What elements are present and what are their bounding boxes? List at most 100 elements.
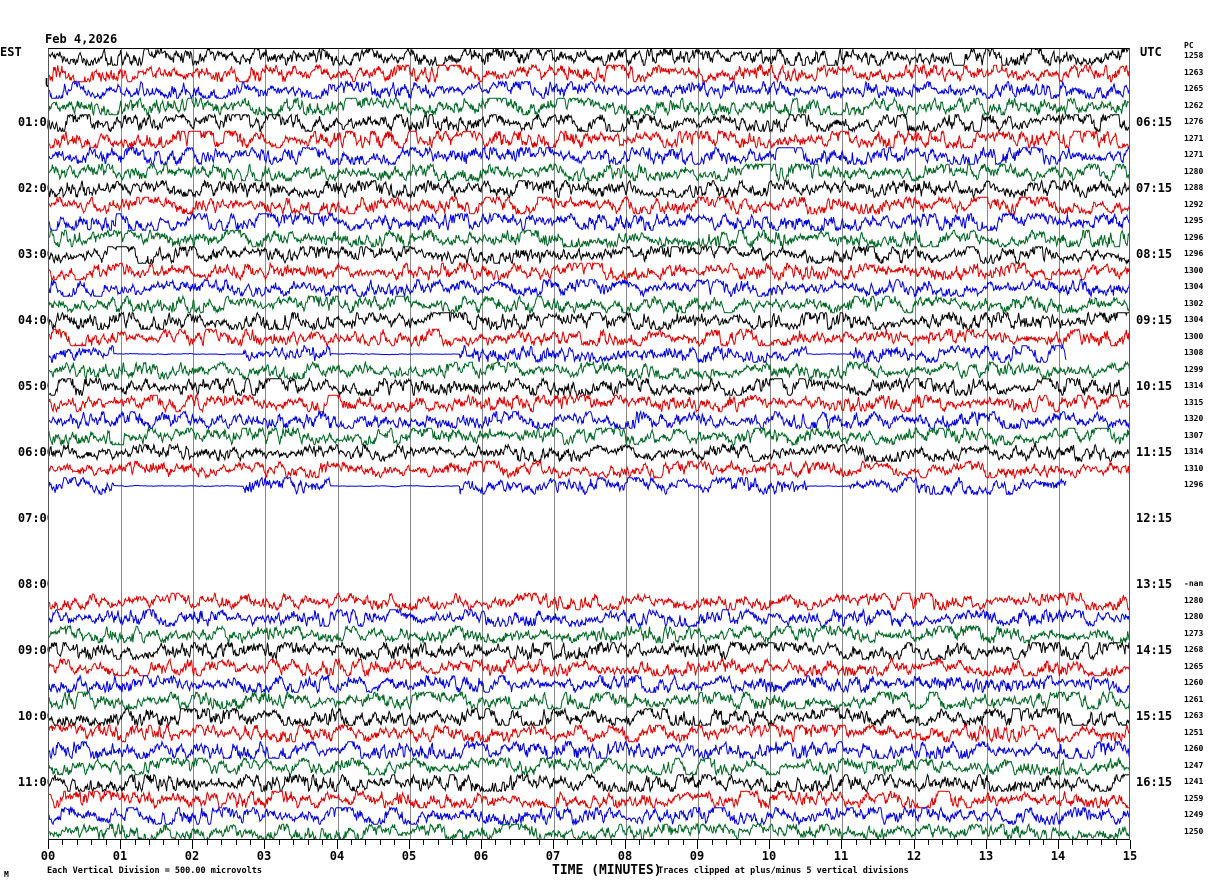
seismic-trace [49,178,1129,200]
timezone-label-utc: UTC [1140,45,1162,59]
pc-value: 1296 [1184,232,1204,242]
x-axis-label: 02 [184,849,200,863]
pc-value: 1263 [1184,711,1204,720]
x-tick-minor [928,840,929,845]
pc-value: 1314 [1184,447,1204,456]
seismic-trace [49,426,1129,447]
utc-time-12-15: 12:15 [1136,511,1173,525]
pc-value: 1315 [1184,397,1204,407]
pc-value: 1260 [1184,744,1204,753]
x-tick-major [769,840,770,849]
pc-value: 1296 [1184,249,1204,258]
timezone-label-est: EST [0,45,22,59]
header-date: Feb 4,2026 [45,32,118,46]
x-tick-minor [1029,840,1030,845]
micro-symbol: M [4,870,9,879]
pc-value: 1280 [1184,612,1204,621]
seismic-trace [49,195,1129,216]
x-tick-minor [942,840,943,845]
seismic-trace [49,129,1129,150]
seismic-trace [49,63,1129,84]
est-time-06-00: 06:00 [17,445,54,459]
utc-time-07-15: 07:15 [1136,181,1173,195]
pc-value: 1241 [1184,777,1204,786]
pc-value: 1308 [1184,348,1204,357]
utc-time-14-15: 14:15 [1136,643,1173,657]
seismic-trace [49,327,1129,348]
pc-value: 1271 [1184,133,1204,143]
x-axis-ticks [48,840,1131,850]
seismic-trace [49,145,1129,167]
seismic-trace [49,739,1129,761]
x-axis-label: 04 [329,849,345,863]
utc-time-15-15: 15:15 [1136,709,1173,723]
seismic-trace [49,228,1129,249]
x-tick-minor [740,840,741,845]
helicorder-plot[interactable] [48,48,1130,840]
x-tick-minor [654,840,655,845]
x-axis-label: 08 [617,849,633,863]
x-axis-label: 14 [1050,849,1066,863]
seismic-trace [49,657,1129,678]
pc-column-header: PC [1184,41,1194,50]
seismic-trace [49,310,1129,332]
x-axis-label: 12 [906,849,922,863]
x-tick-minor [293,840,294,845]
seismic-trace [49,162,1129,183]
seismic-trace [49,211,1129,233]
x-tick-minor [957,840,958,845]
x-tick-major [841,840,842,849]
seismic-trace [49,706,1129,728]
x-tick-minor [1101,840,1102,845]
pc-value: 1249 [1184,810,1204,819]
seismic-trace [49,475,1067,497]
pc-value: 1271 [1184,150,1204,159]
x-tick-minor [423,840,424,845]
seismic-trace [49,789,1129,810]
x-tick-minor [1015,840,1016,845]
x-tick-minor [971,840,972,845]
pc-value: 1263 [1184,67,1204,77]
x-tick-minor [1000,840,1001,845]
x-tick-minor [639,840,640,845]
x-tick-minor [1116,840,1117,845]
seismic-trace [49,673,1129,695]
x-tick-minor [726,840,727,845]
x-axis-label: 13 [978,849,994,863]
x-tick-major [1130,840,1131,849]
seismic-trace [49,294,1129,315]
est-time-07-00: 07:00 [17,511,54,525]
pc-value: 1320 [1184,414,1204,423]
utc-time-09-15: 09:15 [1136,313,1173,327]
x-tick-major [120,840,121,849]
x-tick-major [337,840,338,849]
utc-time-11-15: 11:15 [1136,445,1173,459]
pc-value: 1265 [1184,84,1204,93]
seismic-trace [49,409,1129,431]
x-tick-minor [567,840,568,845]
pc-value: 1247 [1184,760,1204,770]
x-axis-label: 01 [112,849,128,863]
x-tick-minor [1087,840,1088,845]
x-tick-minor [524,840,525,845]
seismic-trace [49,360,1129,381]
seismic-trace [49,723,1129,744]
x-tick-minor [582,840,583,845]
seismic-trace [49,261,1129,282]
x-tick-minor [712,840,713,845]
pc-value: 1268 [1184,645,1204,654]
pc-value: 1300 [1184,265,1204,275]
est-time-03-00: 03:00 [17,247,54,261]
utc-time-13-15: 13:15 [1136,577,1173,591]
x-axis-label: 00 [40,849,56,863]
x-tick-minor [438,840,439,845]
x-tick-minor [668,840,669,845]
x-tick-minor [466,840,467,845]
x-tick-minor [322,840,323,845]
pc-value: 1273 [1184,628,1204,638]
x-tick-minor [784,840,785,845]
pc-value: 1307 [1184,430,1204,440]
pc-value: 1260 [1184,678,1204,687]
x-tick-major [192,840,193,849]
x-tick-minor [1043,840,1044,845]
